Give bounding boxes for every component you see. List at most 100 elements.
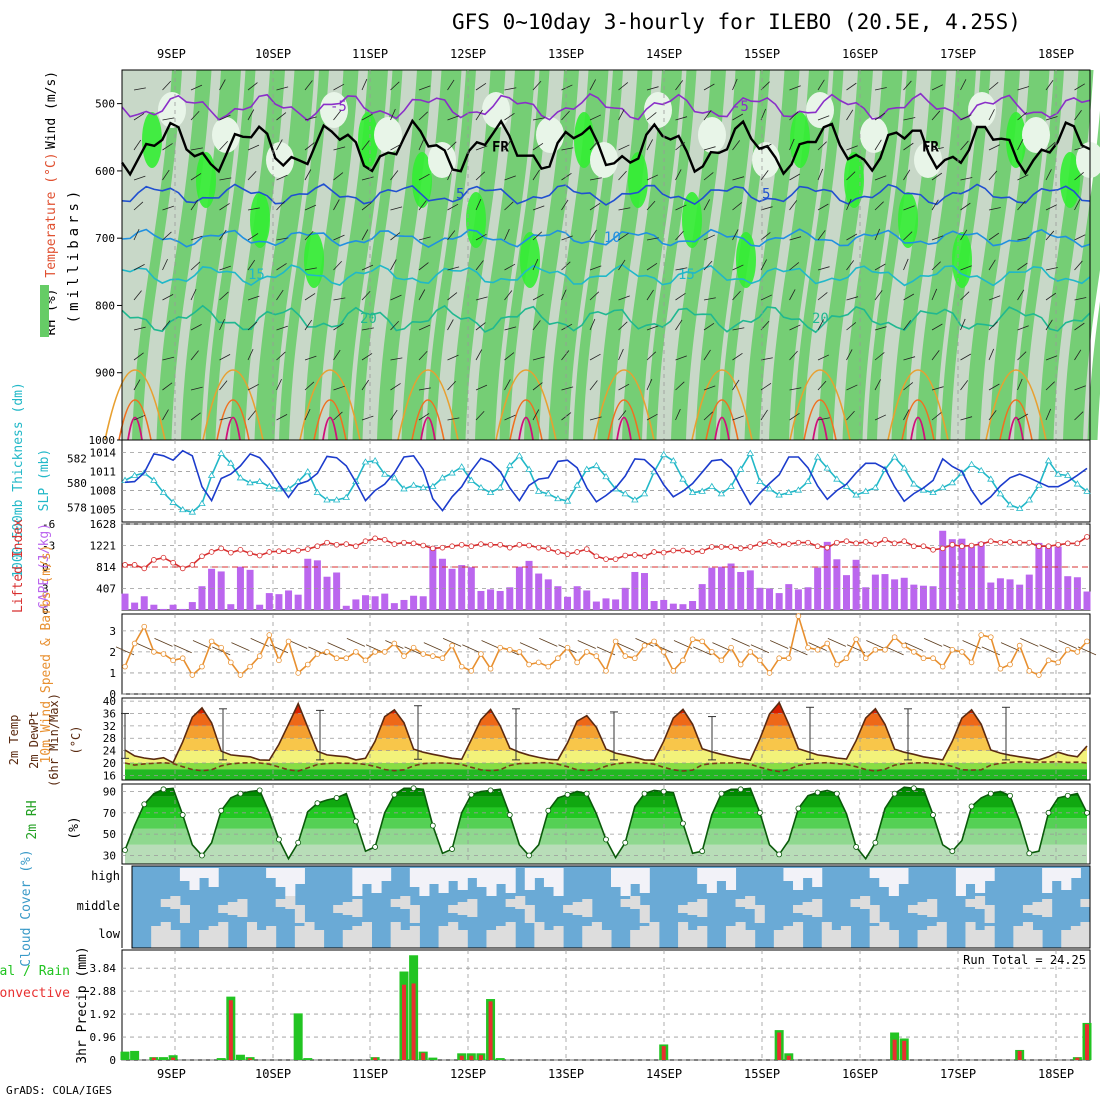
wind-speed-point xyxy=(862,655,869,662)
wind-barb xyxy=(646,289,654,301)
thickness-point xyxy=(515,452,524,459)
cloud-mid-cell xyxy=(572,902,583,915)
thickness-point xyxy=(486,488,495,496)
thickness-point xyxy=(573,481,581,488)
precip-total-bar xyxy=(245,1057,255,1060)
rh-band xyxy=(769,70,829,440)
cape-bar xyxy=(544,579,552,610)
wind-barb xyxy=(304,204,317,211)
wind-barb xyxy=(1045,169,1052,181)
wind-barb xyxy=(675,319,683,331)
thickness-point xyxy=(246,479,254,486)
cloud-high-cell xyxy=(534,868,545,878)
wind-barb xyxy=(589,380,598,391)
rh-band xyxy=(695,70,756,440)
wind-barb xyxy=(532,356,545,361)
cloud-high-cell xyxy=(199,868,210,878)
thickness-line xyxy=(124,451,1088,514)
wind-speed-point xyxy=(1016,642,1023,649)
lifted-index-point xyxy=(959,543,965,550)
cape-bar xyxy=(188,602,196,610)
rh-band xyxy=(744,70,800,440)
rh2m-point xyxy=(641,790,648,797)
wind-barb xyxy=(475,384,488,391)
lifted-index-point xyxy=(795,539,802,546)
cloud-low-cell xyxy=(486,930,497,948)
cloud-mid-cell xyxy=(907,905,919,913)
wind-barb-10m xyxy=(308,646,327,656)
wind-barb xyxy=(874,175,887,181)
precip-frame xyxy=(121,949,1091,1061)
rh-tick-label: 50 xyxy=(103,828,116,841)
wind-barb-10m xyxy=(981,646,1000,656)
wind-barb xyxy=(675,355,687,361)
cape-bar xyxy=(159,608,167,610)
rh2m-point xyxy=(1026,850,1033,857)
wind-speed-point xyxy=(189,672,196,678)
cloud-mid-cell xyxy=(850,899,861,907)
lifted-index-point xyxy=(170,559,176,566)
wind-barb xyxy=(960,202,971,211)
lifted-index-point xyxy=(939,545,946,552)
wind-barb xyxy=(418,200,427,211)
wind-barb xyxy=(988,109,995,121)
thickness-point xyxy=(746,449,755,456)
precip-tick-label: 0.96 xyxy=(90,1031,117,1044)
thickness-point xyxy=(1044,457,1053,464)
cape-bar xyxy=(756,587,764,610)
lifted-index-point xyxy=(516,541,523,548)
wind-barb-10m xyxy=(616,642,635,651)
wind-barb xyxy=(304,169,312,181)
cloud-high-cell xyxy=(275,868,286,887)
wind-barb xyxy=(475,82,487,91)
thickness-point xyxy=(130,471,139,478)
ylabel-thickness: 1000-500mb Thickness (dm) xyxy=(11,382,26,578)
cloud-low-cell xyxy=(361,922,372,948)
wind-barb xyxy=(504,263,516,271)
rh2m-point xyxy=(276,836,282,843)
wind-barb xyxy=(190,84,203,91)
wind-tick-label: 2 xyxy=(109,646,116,659)
rh-dry-cell xyxy=(644,92,672,128)
wind-barb xyxy=(960,177,973,181)
lifted-index-point xyxy=(122,562,128,568)
isotherm-25-line xyxy=(397,369,459,441)
thickness-point xyxy=(255,477,264,485)
wind-barb xyxy=(675,230,684,241)
wind-barb-10m xyxy=(365,644,385,654)
wind-barb xyxy=(703,199,710,211)
wind-barb xyxy=(475,322,486,331)
precip-total-bar xyxy=(370,1057,380,1060)
temp-tick-label: 24 xyxy=(103,745,117,758)
cloud-mid-cell xyxy=(179,905,190,923)
cape-bar xyxy=(823,541,831,610)
wind-speed-point xyxy=(1064,646,1071,653)
precip-total-bar xyxy=(890,1032,900,1060)
cape-bar xyxy=(198,586,206,610)
cloud-mid-cell xyxy=(160,899,171,907)
cloud-low-cell xyxy=(888,930,899,948)
rh-moist-cell xyxy=(1060,152,1080,208)
lifted-index-point xyxy=(526,542,532,549)
lifted-index-point xyxy=(199,553,205,560)
wind-barb xyxy=(247,82,258,91)
rh2m-point xyxy=(853,844,860,850)
wind-barb xyxy=(760,170,769,181)
isotherm-line xyxy=(121,228,1091,249)
rh-band xyxy=(818,70,873,440)
wind-barb xyxy=(504,139,512,151)
lifted-index-point xyxy=(930,546,936,553)
ylabel-cloud-cover: Cloud Cover (%) xyxy=(19,849,34,966)
rh-band xyxy=(622,70,682,440)
wind-speed-point xyxy=(709,649,715,655)
precip-convective-bar xyxy=(411,983,416,1060)
rh-moist-cell xyxy=(412,152,432,208)
cloud-high-cell xyxy=(285,868,296,896)
thickness-point xyxy=(919,486,928,493)
thickness-point xyxy=(371,457,379,464)
lifted-index-point xyxy=(1055,541,1061,548)
wind-barb xyxy=(219,354,231,361)
wind-barb xyxy=(304,293,316,301)
wind-barb xyxy=(618,207,631,211)
lifted-index-point xyxy=(430,545,436,552)
